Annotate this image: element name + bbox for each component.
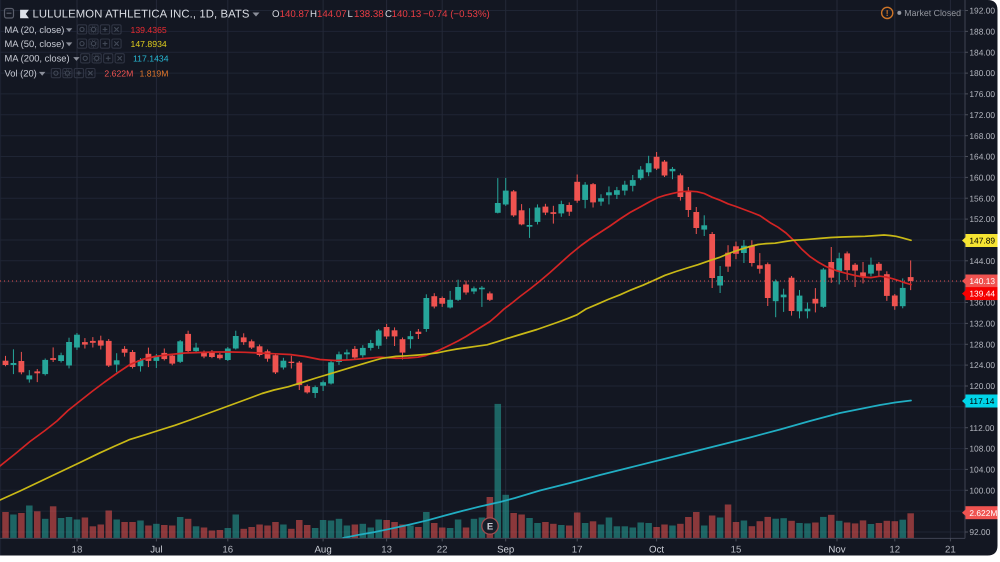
svg-text:Aug: Aug — [314, 545, 331, 556]
svg-text:128.00: 128.00 — [969, 339, 995, 349]
svg-text:147.89: 147.89 — [969, 236, 995, 246]
svg-text:Sep: Sep — [497, 545, 514, 556]
svg-text:15: 15 — [731, 545, 742, 556]
svg-text:152.00: 152.00 — [969, 214, 995, 224]
svg-text:17: 17 — [572, 545, 583, 556]
svg-text:C: C — [385, 9, 392, 20]
svg-text:176.00: 176.00 — [969, 89, 995, 99]
svg-text:139.44: 139.44 — [969, 289, 995, 299]
svg-text:E: E — [487, 522, 493, 533]
svg-text:Market Closed: Market Closed — [904, 8, 961, 18]
svg-text:Vol (20): Vol (20) — [5, 68, 37, 79]
svg-text:Nov: Nov — [828, 545, 845, 556]
svg-text:12: 12 — [889, 545, 900, 556]
svg-text:140.13: 140.13 — [969, 276, 995, 286]
svg-text:180.00: 180.00 — [969, 68, 995, 78]
svg-text:117.14: 117.14 — [969, 396, 994, 406]
svg-text:160.00: 160.00 — [969, 173, 995, 183]
svg-text:144.07: 144.07 — [317, 9, 347, 20]
svg-text:156.00: 156.00 — [969, 193, 995, 203]
svg-text:!: ! — [886, 8, 889, 18]
svg-text:188.00: 188.00 — [969, 27, 995, 37]
svg-text:164.00: 164.00 — [969, 152, 995, 162]
svg-text:21: 21 — [945, 545, 956, 556]
svg-text:2.622M: 2.622M — [969, 508, 997, 518]
svg-text:104.00: 104.00 — [969, 465, 995, 475]
svg-text:108.00: 108.00 — [969, 444, 995, 454]
svg-text:140.87: 140.87 — [280, 9, 310, 20]
svg-text:120.00: 120.00 — [969, 381, 995, 391]
svg-text:144.00: 144.00 — [969, 256, 995, 266]
svg-text:140.13: 140.13 — [392, 9, 422, 20]
svg-text:139.4365: 139.4365 — [131, 25, 167, 35]
svg-text:L: L — [348, 9, 354, 20]
svg-text:16: 16 — [222, 545, 233, 556]
svg-text:LULULEMON ATHLETICA INC., 1D,: LULULEMON ATHLETICA INC., 1D, BATS — [33, 8, 250, 20]
svg-text:100.00: 100.00 — [969, 485, 995, 495]
svg-text:Jul: Jul — [150, 545, 162, 556]
svg-text:117.1434: 117.1434 — [133, 54, 169, 64]
svg-text:13: 13 — [381, 545, 392, 556]
svg-text:136.00: 136.00 — [969, 298, 995, 308]
svg-text:MA (50, close): MA (50, close) — [5, 38, 65, 49]
svg-text:138.38: 138.38 — [354, 9, 384, 20]
svg-text:92.00: 92.00 — [969, 527, 990, 537]
svg-text:192.00: 192.00 — [969, 6, 995, 16]
svg-text:112.00: 112.00 — [969, 423, 994, 433]
svg-text:MA (20, close): MA (20, close) — [5, 24, 65, 35]
svg-text:124.00: 124.00 — [969, 360, 995, 370]
svg-text:O: O — [272, 9, 280, 20]
svg-text:22: 22 — [437, 545, 448, 556]
svg-text:H: H — [310, 9, 317, 20]
svg-text:1.819M: 1.819M — [140, 69, 169, 79]
svg-text:172.00: 172.00 — [969, 110, 995, 120]
svg-text:2.622M: 2.622M — [104, 69, 133, 79]
svg-text:147.8934: 147.8934 — [131, 39, 167, 49]
svg-text:184.00: 184.00 — [969, 47, 995, 57]
svg-text:168.00: 168.00 — [969, 131, 995, 141]
svg-text:−0.74 (−0.53%): −0.74 (−0.53%) — [423, 9, 490, 20]
svg-text:18: 18 — [72, 545, 83, 556]
svg-text:MA (200, close): MA (200, close) — [5, 53, 70, 64]
svg-text:Oct: Oct — [649, 545, 664, 556]
svg-text:132.00: 132.00 — [969, 319, 995, 329]
